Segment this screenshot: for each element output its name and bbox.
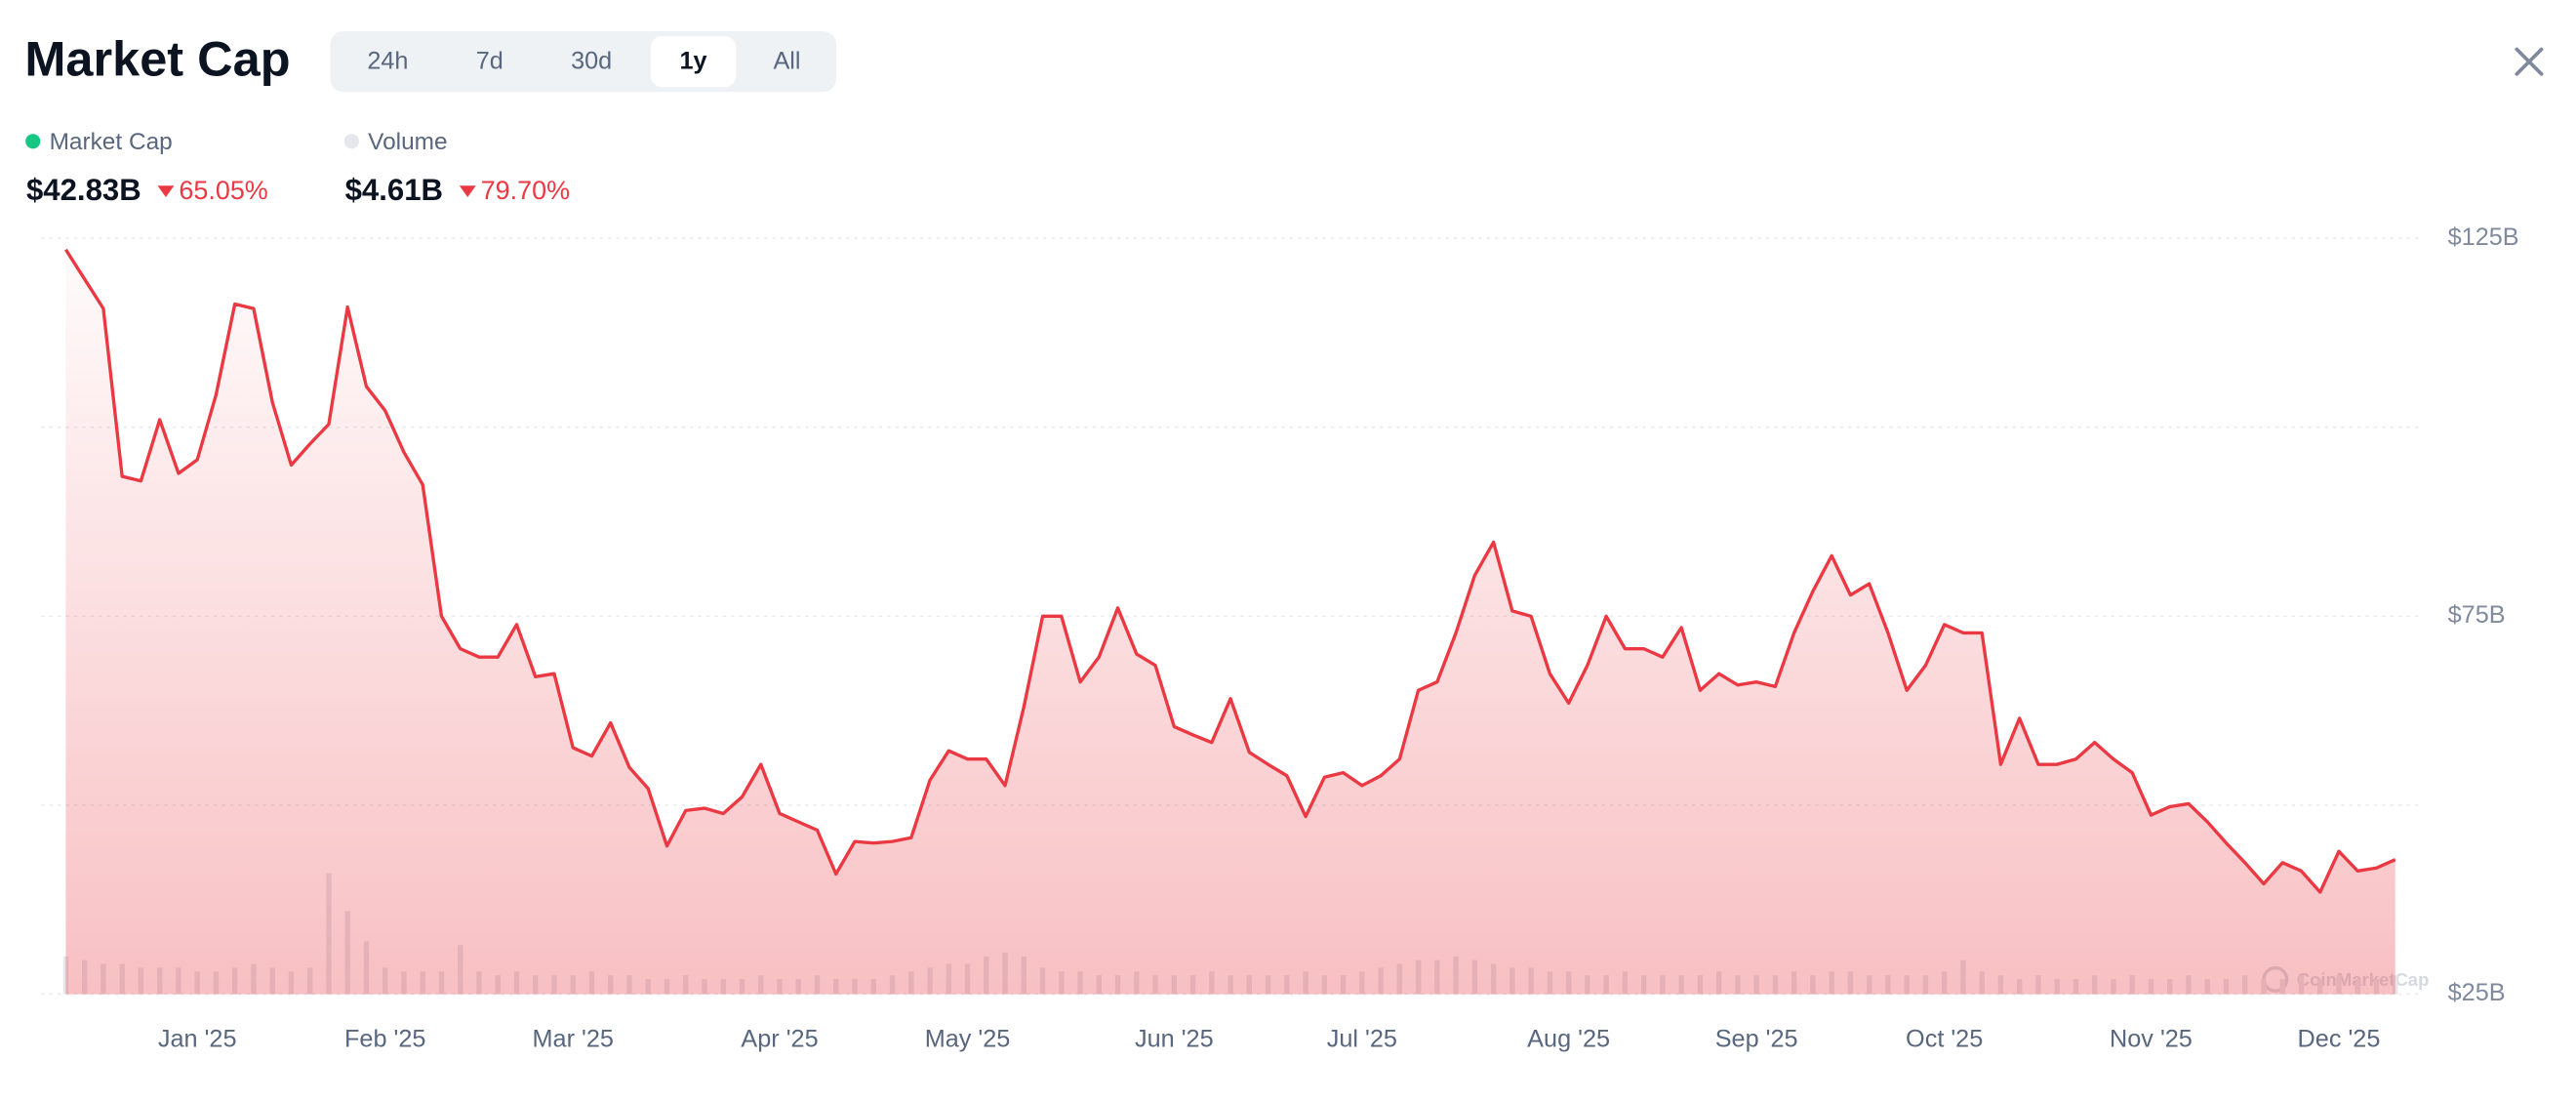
x-tick-label: Jul '25 bbox=[1327, 1025, 1397, 1052]
x-tick-label: Aug '25 bbox=[1527, 1025, 1610, 1052]
tab-label: 30d bbox=[571, 48, 612, 75]
close-icon bbox=[2515, 47, 2544, 76]
change-arrow bbox=[459, 185, 476, 198]
tab[interactable]: All bbox=[773, 48, 800, 75]
summary-value: $42.83B bbox=[26, 173, 141, 207]
title: Market Cap bbox=[24, 30, 290, 86]
x-tick-label: May '25 bbox=[925, 1025, 1011, 1052]
summary-value: $4.61B bbox=[345, 173, 443, 207]
x-tick-label: Mar '25 bbox=[533, 1025, 614, 1052]
x-tick-label: Apr '25 bbox=[741, 1025, 818, 1052]
tab-label: 1y bbox=[679, 48, 706, 75]
x-tick-label: Jun '25 bbox=[1135, 1025, 1214, 1052]
line bbox=[63, 248, 2396, 894]
x-tick-label: Oct '25 bbox=[1906, 1025, 1983, 1052]
tabs: 24h 7d 30d 1y All bbox=[367, 36, 801, 88]
change-value: 79.70% bbox=[481, 176, 570, 205]
legend: Market Cap $42.83B 65.05% Volume $4.61B 79.70… bbox=[25, 129, 570, 207]
legend-item[interactable]: Volume $4.61B 79.70% bbox=[343, 129, 570, 207]
tab-label: 24h bbox=[367, 48, 408, 75]
y-tick-label: $125B bbox=[2448, 224, 2519, 251]
change-value: 65.05% bbox=[179, 176, 267, 205]
tab-label: 7d bbox=[476, 48, 503, 75]
legend-name: Market Cap bbox=[50, 129, 173, 155]
tab-active-bg bbox=[650, 36, 737, 88]
x-tick-label: Feb '25 bbox=[344, 1025, 425, 1052]
tab[interactable]: 1y bbox=[650, 36, 737, 88]
tab-label: All bbox=[773, 48, 800, 75]
x-tick-label: Nov '25 bbox=[2110, 1025, 2193, 1052]
legend-dot bbox=[343, 134, 359, 149]
x-tick-label: Sep '25 bbox=[1715, 1025, 1798, 1052]
legend-dot bbox=[25, 134, 41, 149]
x-tick-label: Jan '25 bbox=[158, 1025, 237, 1052]
change-arrow bbox=[157, 185, 175, 198]
y-tick-label: $25B bbox=[2448, 979, 2506, 1006]
x-tick-label: Dec '25 bbox=[2298, 1025, 2381, 1052]
legend-name: Volume bbox=[368, 129, 447, 155]
tab[interactable]: 7d bbox=[476, 48, 503, 75]
close-button[interactable] bbox=[2515, 47, 2544, 76]
y-tick-label: $75B bbox=[2448, 601, 2506, 629]
tab[interactable]: 24h bbox=[367, 48, 408, 75]
tab[interactable]: 30d bbox=[571, 48, 612, 75]
legend-item[interactable]: Market Cap $42.83B 65.05% bbox=[25, 129, 268, 207]
area-fill bbox=[65, 249, 2395, 995]
